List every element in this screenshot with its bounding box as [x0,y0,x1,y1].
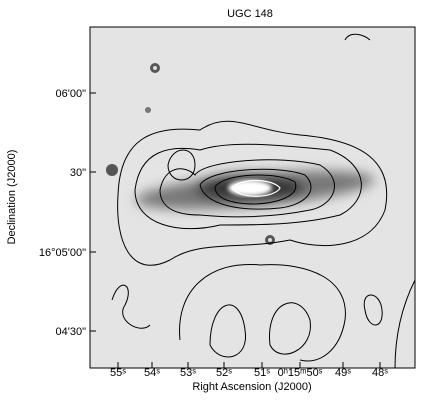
x-tick-label: 54ˢ [144,367,160,379]
x-tick-label: 51ˢ [254,367,270,379]
x-tick-label: 52ˢ [216,367,232,379]
x-tick-label: 53ˢ [180,367,196,379]
x-tick-label: 48ˢ [372,367,388,379]
y-tick-label: 30" [70,167,86,179]
contours [111,33,416,369]
y-tick-label: 04'30" [56,326,87,338]
frame [89,26,416,369]
image [90,27,415,368]
title: UGC 148 [227,8,273,20]
x-tick-label: 0ʰ15ᵐ50ˢ [278,367,323,379]
x-label: Right Ascension (J2000) [192,381,311,393]
y-label: Declination (J2000) [6,150,18,245]
y-tick-label: 16°05'00" [39,247,86,259]
y-tick-label: 06'00" [56,88,87,100]
x-tick-label: 55ˢ [110,367,126,379]
x-tick-label: 49ˢ [335,367,351,379]
ticks: 55ˢ 54ˢ 53ˢ 52ˢ 51ˢ 0ʰ15ᵐ50ˢ 49ˢ 48ˢ 06'00" 30" 16… [39,88,388,379]
